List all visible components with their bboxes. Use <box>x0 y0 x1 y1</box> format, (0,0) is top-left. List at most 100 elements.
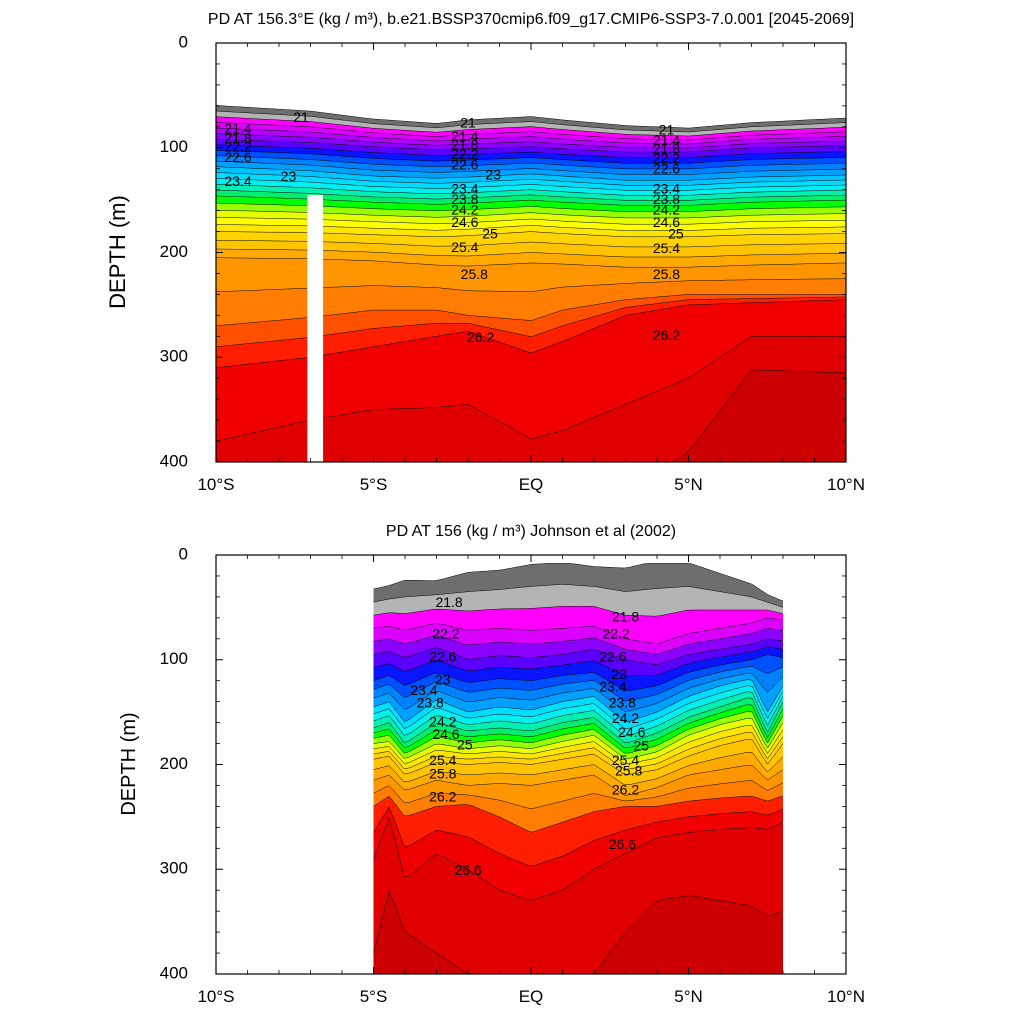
isopycnal-band-24.4 <box>216 210 846 225</box>
chart-panel-observation: PD AT 156 (kg / m³) Johnson et al (2002)… <box>118 523 865 1006</box>
isopycnal-band-24.4 <box>373 704 783 754</box>
contour-label: 21.4 <box>653 132 680 148</box>
contour-label: 22.6 <box>451 156 478 172</box>
contour-label: 21.4 <box>224 121 251 137</box>
y-tick-label: 0 <box>179 544 188 563</box>
y-axis-label: DEPTH (m) <box>105 195 130 309</box>
isopycnal-band-26.6 <box>373 817 783 974</box>
isopycnal-band-25.8 <box>373 765 783 809</box>
contour-line-23.2 <box>216 172 846 186</box>
contour-label: 24.2 <box>653 201 680 217</box>
contour-label: 23 <box>435 671 451 687</box>
contour-line-23.6 <box>216 183 846 196</box>
contour-label: 26.2 <box>429 789 456 805</box>
isopycnal-band-22.6 <box>216 155 846 175</box>
contour-label: 22.6 <box>599 648 626 664</box>
contour-label: 21 <box>293 109 309 125</box>
contour-line-24.4 <box>373 704 784 749</box>
x-tick-label: 10°N <box>827 475 865 494</box>
y-axis-label: DEPTH (m) <box>118 712 140 815</box>
contour-label: 25.8 <box>429 766 456 782</box>
isopycnal-band-23 <box>216 166 846 186</box>
contour-label: 24.6 <box>618 724 645 740</box>
contour-label: 24.6 <box>451 214 478 230</box>
isopycnal-band-26.8 <box>373 891 783 974</box>
contour-label: 23.8 <box>609 694 636 710</box>
isopycnal-band-24.8 <box>216 224 846 237</box>
isopycnal-band-26.4 <box>373 807 783 901</box>
isopycnal-band-21 <box>216 111 846 136</box>
contour-label: 23.8 <box>451 191 478 207</box>
isopycnal-band-22.4 <box>373 628 783 665</box>
contour-line-26.6 <box>373 817 784 901</box>
contour-line-23.2 <box>373 666 784 702</box>
isopycnal-band-23.4 <box>216 178 846 196</box>
contour-label: 24.2 <box>429 713 456 729</box>
contour-line-22.6 <box>373 638 784 665</box>
contour-label: 21.8 <box>451 136 478 152</box>
y-tick-label: 400 <box>160 451 188 470</box>
contour-line-25.2 <box>373 732 784 770</box>
contour-label: 23.4 <box>451 180 478 196</box>
isopycnal-band-22.8 <box>216 161 846 181</box>
isopycnal-band-25.8 <box>216 278 846 326</box>
contour-line-25.8 <box>373 764 784 796</box>
y-tick-label: 0 <box>179 32 188 51</box>
contour-label: 23.4 <box>410 682 437 698</box>
contour-label: 22.2 <box>224 138 251 154</box>
contour-line-22.4 <box>373 628 784 655</box>
isopycnal-band-26.8 <box>672 369 846 462</box>
contour-line-21.8 <box>373 584 784 608</box>
isopycnal-band-21.6 <box>373 563 783 608</box>
x-tick-label: 5°S <box>360 475 388 494</box>
contour-line-22.8 <box>216 160 846 175</box>
isopycnal-band-22 <box>216 139 846 158</box>
contour-line-23.4 <box>216 178 846 191</box>
contour-label: 24.6 <box>653 214 680 230</box>
isopycnal-band-25.6 <box>373 752 783 796</box>
isopycnal-band-24.2 <box>216 203 846 218</box>
contour-line-26.8 <box>672 369 846 462</box>
contour-line-21.2 <box>216 116 846 137</box>
contour-label: 22.2 <box>653 150 680 166</box>
isopycnal-band-26 <box>373 780 783 833</box>
isopycnal-band-24 <box>216 195 846 212</box>
contour-label: 26.2 <box>467 329 494 345</box>
x-tick-label: 10°S <box>197 475 234 494</box>
contour-label: 23.8 <box>417 694 444 710</box>
isopycnal-band-23 <box>373 654 783 701</box>
isopycnal-band-23.8 <box>373 685 783 736</box>
isopycnal-band-22.8 <box>373 646 783 691</box>
x-tick-label: 5°S <box>360 987 388 1006</box>
contour-label: 23.4 <box>653 180 680 196</box>
isopycnal-band-21.8 <box>216 133 846 152</box>
contour-label: 21 <box>659 122 675 138</box>
contour-line-21.4 <box>216 122 846 141</box>
contour-line-21.8 <box>216 133 846 149</box>
contour-label: 24.2 <box>612 710 639 726</box>
contour-line-22.2 <box>216 144 846 158</box>
contour-label: 25.4 <box>429 752 456 768</box>
contour-line-20.8 <box>216 105 846 129</box>
x-tick-label: EQ <box>519 987 544 1006</box>
contour-line-23 <box>216 166 846 181</box>
isopycnal-band-25.4 <box>216 249 846 268</box>
x-tick-label: 5°N <box>674 475 703 494</box>
contour-line-22.8 <box>373 646 784 676</box>
isopycnal-band-25.4 <box>373 739 783 785</box>
axes: 10°S 5°S EQ 5°N 10°N 0 100 200 300 400 <box>160 544 865 1006</box>
contour-label: 25 <box>482 225 498 241</box>
chart-title: PD AT 156.3°E (kg / m³), b.e21.BSSP370cm… <box>208 11 854 28</box>
plot-area: 21.822.222.62323.423.824.224.62525.425.8… <box>373 563 784 974</box>
contour-label: 23.4 <box>599 679 626 695</box>
x-tick-label: 10°N <box>827 987 865 1006</box>
contour-line-25 <box>373 725 784 764</box>
contour-line-25.4 <box>373 739 784 775</box>
isopycnal-band-26 <box>216 294 846 347</box>
contour-label: 25.8 <box>615 763 642 779</box>
isopycnal-band-23.4 <box>373 673 783 722</box>
y-tick-label: 300 <box>160 347 188 366</box>
isopycnal-band-23.6 <box>216 184 846 201</box>
y-tick-label: 200 <box>160 242 188 261</box>
